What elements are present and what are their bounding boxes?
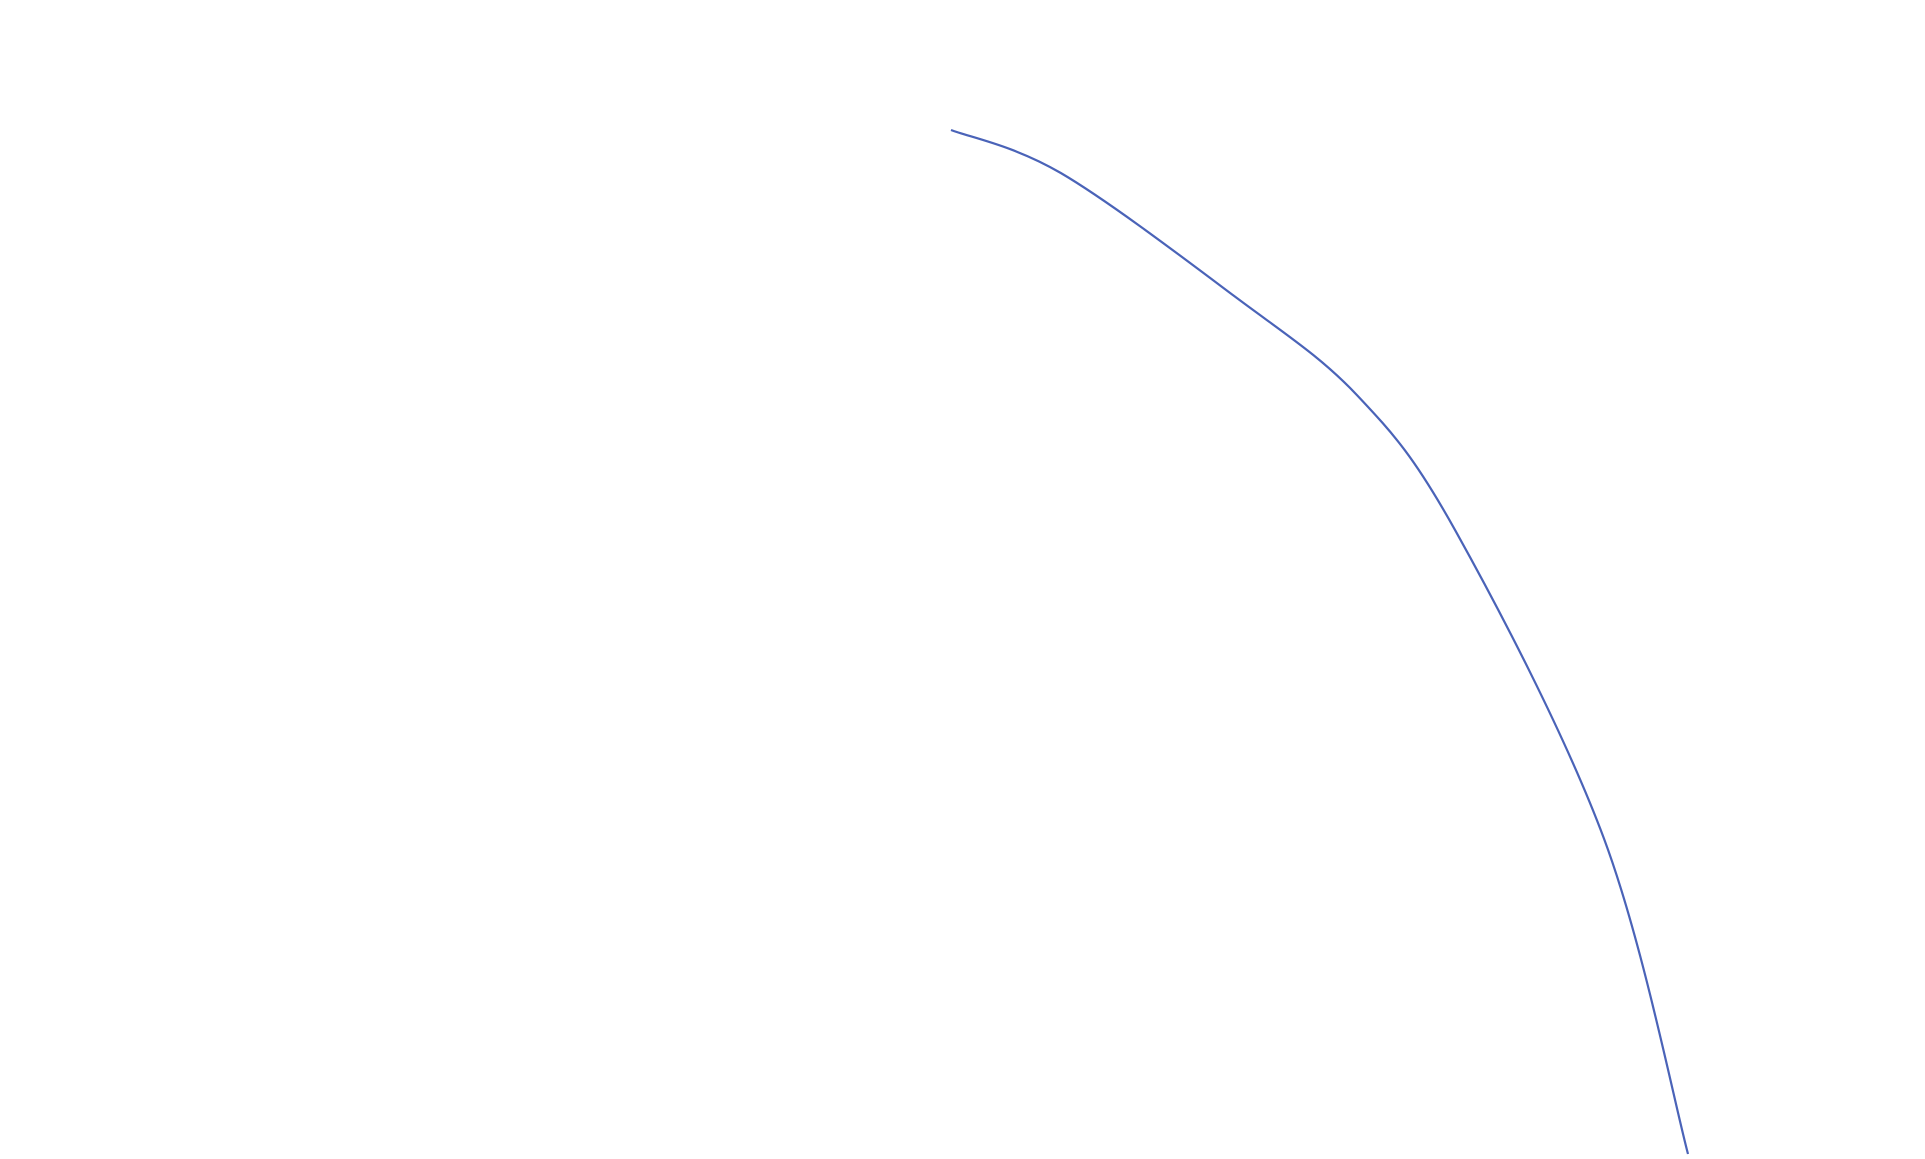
plot-area — [950, 128, 1690, 1155]
series-line-0 — [950, 128, 1690, 1155]
